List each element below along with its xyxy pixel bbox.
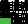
Bar (6, 17, 7, 22)
Bar (3, 6, 5, 10)
Bar (14, 14, 16, 15)
Bar (12, 14, 14, 15)
Bar (14, 10, 16, 11)
Bar (17, 4, 18, 10)
Bar (8, 3, 9, 5)
Bar (3, 3, 5, 6)
Bar (26, 4, 27, 10)
Bar (23, 4, 25, 10)
Bar (8, 5, 9, 9)
Bar (21, 14, 22, 15)
Bar (26, 3, 27, 4)
Text: (b): (b) (2, 0, 28, 13)
Bar (6, 14, 7, 17)
Bar (8, 14, 9, 17)
Bar (23, 3, 25, 4)
Bar (26, 15, 27, 22)
Bar (17, 3, 18, 4)
Bar (14, 15, 16, 22)
Bar (8, 9, 9, 11)
Bar (3, 17, 5, 22)
Bar (23, 14, 25, 15)
Bar (21, 9, 22, 11)
Bar (23, 10, 25, 11)
Bar (14, 4, 16, 10)
Text: (a): (a) (2, 0, 28, 2)
Bar (12, 15, 14, 22)
Bar (17, 15, 18, 22)
Legend: supernatant, ion exchangable, reducible, oxidizable, solid residue: supernatant, ion exchangable, reducible,… (0, 10, 28, 24)
Bar (6, 3, 7, 5)
Bar (6, 5, 7, 9)
Bar (26, 10, 27, 11)
Bar (12, 5, 14, 11)
Bar (3, 10, 5, 11)
Bar (26, 14, 27, 15)
Bar (21, 3, 22, 9)
Bar (12, 3, 14, 5)
Bar (17, 10, 18, 11)
Bar (17, 14, 18, 15)
Bar (3, 14, 5, 17)
Bar (6, 9, 7, 11)
Bar (23, 15, 25, 22)
Bar (14, 3, 16, 4)
Bar (21, 15, 22, 22)
Text: Zn form: Zn form (0, 12, 28, 24)
Bar (8, 17, 9, 22)
